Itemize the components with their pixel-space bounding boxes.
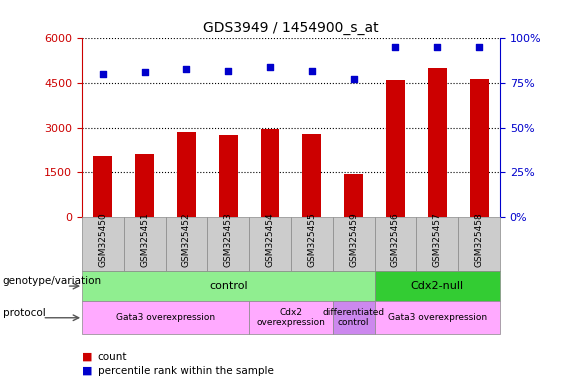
Text: differentiated
control: differentiated control (323, 308, 385, 328)
Point (140, 69, 149, 75)
Text: ■: ■ (82, 366, 93, 376)
Text: GSM325458: GSM325458 (475, 212, 484, 267)
Bar (219, 135, 238, 217)
Bar (135, 154, 154, 217)
Bar (177, 132, 196, 217)
Point (98, 71, 107, 77)
Bar (386, 80, 405, 217)
Bar (260, 129, 280, 217)
Point (307, 68, 316, 74)
Bar (470, 79, 489, 217)
Text: ■: ■ (82, 352, 93, 362)
Text: GSM325453: GSM325453 (224, 212, 233, 267)
Point (433, 44, 442, 50)
Point (391, 44, 400, 50)
Text: percentile rank within the sample: percentile rank within the sample (98, 366, 273, 376)
Bar (93, 156, 112, 217)
Text: GSM325451: GSM325451 (140, 212, 149, 267)
Point (349, 76, 358, 83)
Text: Gata3 overexpression: Gata3 overexpression (388, 313, 487, 322)
Text: protocol: protocol (3, 308, 46, 318)
Text: genotype/variation: genotype/variation (3, 276, 102, 286)
Bar (344, 174, 363, 217)
Bar (302, 134, 321, 217)
Title: GDS3949 / 1454900_s_at: GDS3949 / 1454900_s_at (203, 21, 379, 35)
Text: Gata3 overexpression: Gata3 overexpression (116, 313, 215, 322)
Text: GSM325459: GSM325459 (349, 212, 358, 267)
Text: GSM325455: GSM325455 (307, 212, 316, 267)
Text: GSM325450: GSM325450 (98, 212, 107, 267)
Text: control: control (209, 281, 247, 291)
Text: Cdx2
overexpression: Cdx2 overexpression (257, 308, 325, 328)
Text: GSM325454: GSM325454 (266, 212, 275, 267)
Text: count: count (98, 352, 127, 362)
Text: Cdx2-null: Cdx2-null (411, 281, 464, 291)
Point (266, 64, 275, 70)
Point (475, 44, 484, 50)
Text: GSM325452: GSM325452 (182, 212, 191, 267)
Text: GSM325456: GSM325456 (391, 212, 400, 267)
Text: GSM325457: GSM325457 (433, 212, 442, 267)
Point (224, 68, 233, 74)
Point (182, 66, 191, 72)
Bar (428, 68, 447, 217)
